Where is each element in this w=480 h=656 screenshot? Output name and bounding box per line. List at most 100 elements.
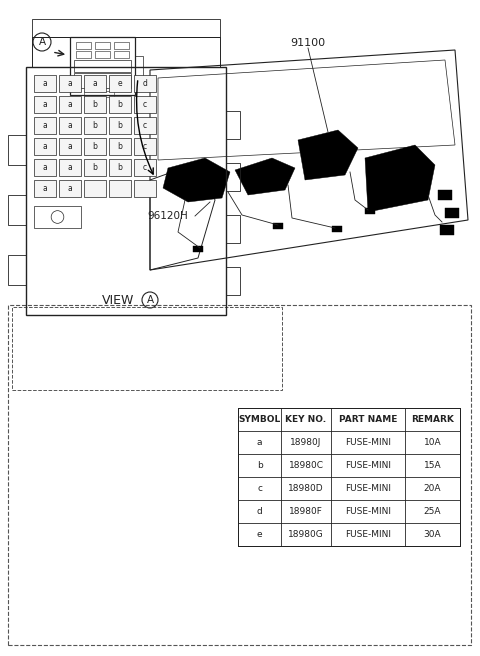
Bar <box>134 75 156 92</box>
Text: 30A: 30A <box>424 530 441 539</box>
Bar <box>84 180 106 197</box>
Bar <box>445 208 459 218</box>
Text: a: a <box>43 184 48 193</box>
Bar <box>226 111 240 139</box>
Polygon shape <box>163 158 230 202</box>
Text: b: b <box>93 142 97 151</box>
Text: FUSE-MINI: FUSE-MINI <box>345 530 391 539</box>
Text: a: a <box>43 121 48 130</box>
Bar <box>332 226 342 232</box>
Bar <box>34 159 56 176</box>
Text: 20A: 20A <box>424 484 441 493</box>
Bar <box>134 159 156 176</box>
Bar <box>59 138 81 155</box>
Text: c: c <box>143 163 147 172</box>
Text: e: e <box>257 530 262 539</box>
Bar <box>70 37 135 95</box>
Text: e: e <box>118 79 122 88</box>
Bar <box>74 60 131 72</box>
Bar <box>109 138 131 155</box>
Text: c: c <box>143 100 147 109</box>
Text: c: c <box>143 121 147 130</box>
Bar <box>84 117 106 134</box>
Bar <box>134 117 156 134</box>
Text: 25A: 25A <box>424 507 441 516</box>
Polygon shape <box>235 158 295 195</box>
Text: 18980C: 18980C <box>288 461 324 470</box>
Text: FUSE-MINI: FUSE-MINI <box>345 507 391 516</box>
Text: a: a <box>68 100 72 109</box>
Text: FUSE-MINI: FUSE-MINI <box>345 484 391 493</box>
Text: b: b <box>118 121 122 130</box>
Bar <box>59 75 81 92</box>
Bar <box>238 408 460 546</box>
Text: c: c <box>143 142 147 151</box>
Text: b: b <box>118 100 122 109</box>
Bar <box>32 37 220 67</box>
Text: a: a <box>93 79 97 88</box>
Text: b: b <box>93 121 97 130</box>
Bar <box>8 305 471 645</box>
Text: 18980J: 18980J <box>290 438 322 447</box>
Bar <box>109 159 131 176</box>
Bar <box>76 42 91 49</box>
Text: b: b <box>257 461 263 470</box>
Text: a: a <box>43 142 48 151</box>
Text: 18980D: 18980D <box>288 484 324 493</box>
Bar <box>226 163 240 191</box>
Bar <box>109 96 131 113</box>
Bar <box>12 307 282 390</box>
Bar <box>74 73 131 88</box>
Text: KEY NO.: KEY NO. <box>286 415 326 424</box>
Text: SYMBOL: SYMBOL <box>239 415 281 424</box>
Bar <box>109 75 131 92</box>
Text: PART NAME: PART NAME <box>339 415 397 424</box>
Bar <box>34 117 56 134</box>
Bar <box>440 225 454 235</box>
Bar <box>84 138 106 155</box>
Text: c: c <box>257 484 262 493</box>
Text: 18980F: 18980F <box>289 507 323 516</box>
Bar <box>438 190 452 200</box>
Text: b: b <box>118 142 122 151</box>
Text: a: a <box>68 142 72 151</box>
Bar <box>134 138 156 155</box>
Text: a: a <box>43 79 48 88</box>
Polygon shape <box>365 145 435 212</box>
Bar <box>84 159 106 176</box>
Text: b: b <box>118 163 122 172</box>
Bar <box>134 180 156 197</box>
Bar <box>193 246 203 252</box>
Bar <box>59 117 81 134</box>
Bar <box>8 135 26 165</box>
Text: a: a <box>257 438 262 447</box>
Text: b: b <box>93 100 97 109</box>
Text: A: A <box>38 37 46 47</box>
Text: a: a <box>43 163 48 172</box>
Bar <box>134 96 156 113</box>
Bar <box>32 19 220 37</box>
Text: d: d <box>257 507 263 516</box>
Bar <box>34 206 81 228</box>
Bar <box>114 42 129 49</box>
Bar <box>365 208 375 214</box>
Text: 91100: 91100 <box>290 38 325 48</box>
Text: a: a <box>68 184 72 193</box>
Text: A: A <box>146 295 154 305</box>
Text: FUSE-MINI: FUSE-MINI <box>345 461 391 470</box>
Bar <box>8 255 26 285</box>
Bar <box>34 180 56 197</box>
Text: 10A: 10A <box>424 438 441 447</box>
Bar <box>34 96 56 113</box>
Text: REMARK: REMARK <box>411 415 454 424</box>
Bar <box>135 56 143 78</box>
Text: 15A: 15A <box>424 461 441 470</box>
Text: a: a <box>43 100 48 109</box>
Bar <box>226 215 240 243</box>
Bar <box>59 180 81 197</box>
Bar <box>76 51 91 58</box>
Bar <box>59 96 81 113</box>
Bar <box>26 67 226 315</box>
Bar <box>273 223 283 229</box>
Text: FUSE-MINI: FUSE-MINI <box>345 438 391 447</box>
